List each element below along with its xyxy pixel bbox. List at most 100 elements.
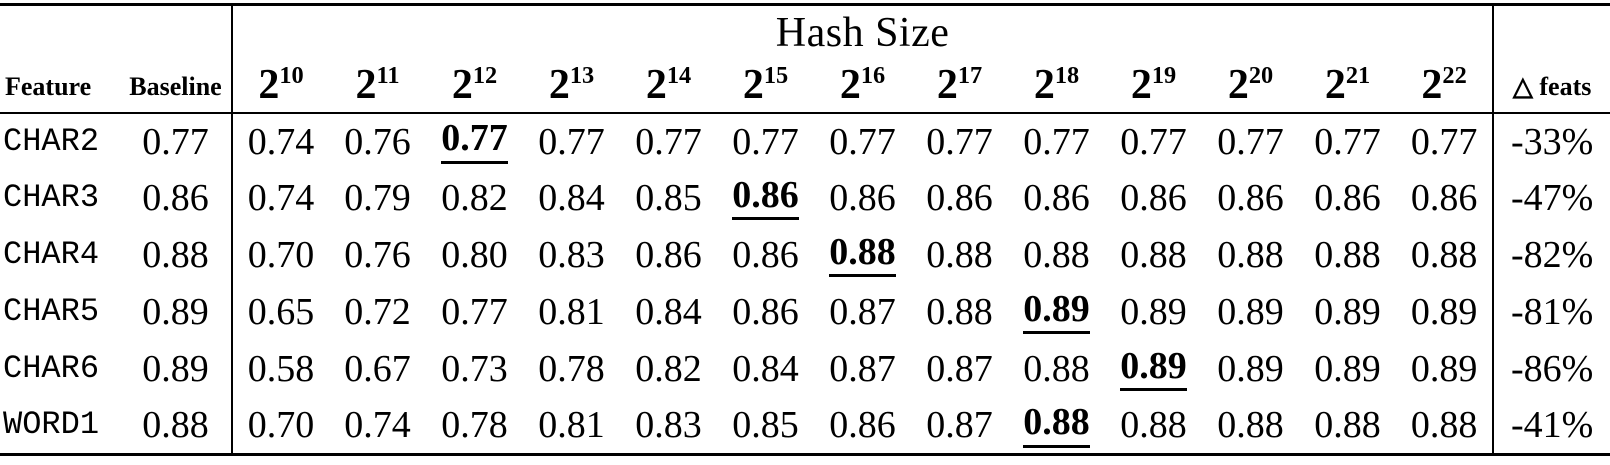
hash-size-col-header: 216: [839, 61, 886, 108]
hash-value: 0.83: [538, 234, 605, 276]
feature-name: CHAR4: [3, 236, 100, 273]
hash-value: 0.88: [1217, 404, 1284, 447]
hash-value: 0.78: [538, 348, 605, 390]
hash-size-exponent: 18: [1054, 61, 1080, 89]
hash-value: 0.70: [247, 234, 315, 276]
hash-value: 0.58: [247, 348, 315, 390]
hash-value: 0.70: [247, 404, 315, 447]
hash-size-group-header: Hash Size: [775, 10, 950, 57]
hash-value: 0.88: [1120, 234, 1187, 276]
hash-size-col-header: 214: [645, 61, 692, 108]
hash-value: 0.76: [344, 234, 411, 276]
hash-value: 0.78: [441, 404, 508, 447]
hash-value: 0.86: [732, 291, 799, 333]
hash-value: 0.89: [1105, 341, 1202, 398]
hash-value: 0.86: [635, 234, 702, 276]
hash-size-col-header: 221: [1324, 61, 1371, 108]
hash-value: 0.87: [829, 291, 896, 333]
hash-size-exponent: 13: [569, 61, 595, 89]
hash-value: 0.89: [1008, 284, 1105, 341]
hash-size-exponent: 12: [472, 61, 498, 89]
hash-size-exponent: 17: [957, 61, 983, 89]
hash-value: 0.77: [1120, 120, 1187, 163]
hash-value: 0.72: [344, 291, 411, 333]
best-value: 0.88: [829, 232, 896, 278]
hash-value: 0.77: [829, 120, 896, 163]
hash-value: 0.81: [538, 291, 605, 333]
hash-value: 0.77: [732, 120, 799, 163]
baseline-value: 0.89: [120, 340, 233, 398]
best-value: 0.77: [441, 118, 508, 164]
hash-value: 0.86: [1120, 177, 1187, 219]
hash-value: 0.84: [635, 291, 702, 333]
hash-value: 0.86: [829, 404, 896, 447]
best-value: 0.89: [1023, 289, 1090, 335]
hash-value: 0.86: [1410, 177, 1478, 219]
hash-size-exponent: 19: [1151, 61, 1177, 89]
table-row: CHAR3 0.86 0.74 0.79 0.82 0.84 0.85 0.86 0.86 0.8…: [0, 169, 1610, 227]
hash-value: 0.86: [829, 177, 896, 219]
best-value: 0.89: [1120, 346, 1187, 392]
feature-name: CHAR6: [3, 350, 100, 387]
hash-size-col-header: 213: [548, 61, 595, 108]
hash-value: 0.88: [1120, 404, 1187, 447]
hash-value: 0.89: [1314, 291, 1381, 333]
hash-value: 0.77: [635, 120, 702, 163]
table-row: CHAR4 0.88 0.70 0.76 0.80 0.83 0.86 0.86 0.88 0.8…: [0, 226, 1610, 284]
hash-value: 0.88: [1410, 234, 1478, 276]
table-row: CHAR6 0.89 0.58 0.67 0.73 0.78 0.82 0.84 0.87 0.8…: [0, 340, 1610, 398]
hash-size-col-header: 211: [355, 61, 400, 108]
hash-value: 0.88: [1410, 404, 1478, 447]
hash-size-exponent: 15: [763, 61, 789, 89]
baseline-value: 0.86: [120, 169, 233, 227]
hash-value: 0.85: [732, 404, 799, 447]
baseline-column-header: Baseline: [120, 4, 233, 113]
hash-value: 0.84: [538, 177, 605, 219]
hash-size-columns-row: 210 211 212 213 214 215 216 217 218 219 220 221 222: [0, 61, 1610, 113]
hash-value: 0.74: [344, 404, 411, 447]
hash-size-col-header: 218: [1033, 61, 1080, 108]
hash-size-col-header: 210: [258, 61, 304, 108]
hash-value: 0.88: [926, 291, 993, 333]
hash-size-exponent: 11: [376, 61, 400, 89]
hash-value: 0.84: [732, 348, 799, 390]
hash-size-exponent: 14: [666, 61, 692, 89]
baseline-value: 0.88: [120, 226, 233, 284]
hash-size-exponent: 20: [1248, 61, 1274, 89]
hash-value: 0.83: [635, 404, 702, 447]
hash-value: 0.76: [344, 120, 411, 163]
hash-size-exponent: 10: [279, 61, 304, 89]
hash-value: 0.87: [926, 404, 993, 447]
hash-size-col-header: 220: [1227, 61, 1274, 108]
feature-column-header: Feature: [5, 71, 92, 101]
hash-value: 0.87: [829, 348, 896, 390]
hash-value: 0.74: [247, 120, 315, 163]
baseline-value: 0.77: [120, 112, 233, 170]
hash-value: 0.77: [1410, 120, 1478, 163]
hash-value: 0.86: [926, 177, 993, 219]
feature-name: WORD1: [3, 406, 100, 444]
delta-feats-value: -33%: [1492, 112, 1610, 170]
hash-value: 0.79: [344, 177, 411, 219]
hash-size-exponent: 21: [1345, 61, 1371, 89]
hash-value: 0.86: [717, 170, 814, 227]
header-title-row: Feature Baseline Hash Size △ feats: [0, 4, 1610, 113]
hash-value: 0.89: [1217, 291, 1284, 333]
hash-size-col-header: 222: [1421, 61, 1467, 108]
hash-value: 0.88: [1314, 404, 1381, 447]
baseline-value: 0.88: [120, 397, 233, 455]
hash-value: 0.86: [1023, 177, 1090, 219]
hash-value: 0.77: [1217, 120, 1284, 163]
best-value: 0.88: [1023, 402, 1090, 448]
hash-value: 0.89: [1314, 348, 1381, 390]
hash-value: 0.85: [635, 177, 702, 219]
hash-size-col-header: 212: [451, 61, 498, 108]
hash-value: 0.88: [926, 234, 993, 276]
table-row: CHAR2 0.77 0.74 0.76 0.77 0.77 0.77 0.77 0.77 0.7…: [0, 112, 1610, 170]
hash-value: 0.74: [247, 177, 315, 219]
hash-size-col-header: 215: [742, 61, 789, 108]
hash-value: 0.65: [247, 291, 315, 333]
hash-size-col-header: 219: [1130, 61, 1177, 108]
feature-name: CHAR5: [3, 293, 100, 330]
